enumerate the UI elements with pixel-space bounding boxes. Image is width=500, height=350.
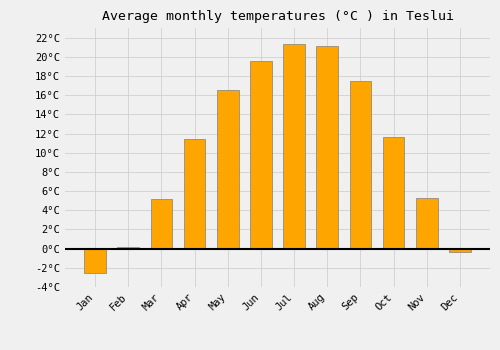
Bar bbox=[250, 61, 272, 248]
Bar bbox=[150, 199, 172, 248]
Bar bbox=[217, 90, 238, 248]
Bar bbox=[350, 81, 371, 248]
Bar bbox=[184, 139, 206, 248]
Title: Average monthly temperatures (°C ) in Teslui: Average monthly temperatures (°C ) in Te… bbox=[102, 10, 454, 23]
Bar bbox=[383, 137, 404, 248]
Bar bbox=[84, 248, 106, 273]
Bar bbox=[118, 247, 139, 248]
Bar bbox=[284, 44, 305, 248]
Bar bbox=[416, 198, 438, 248]
Bar bbox=[316, 46, 338, 248]
Bar bbox=[449, 248, 470, 252]
